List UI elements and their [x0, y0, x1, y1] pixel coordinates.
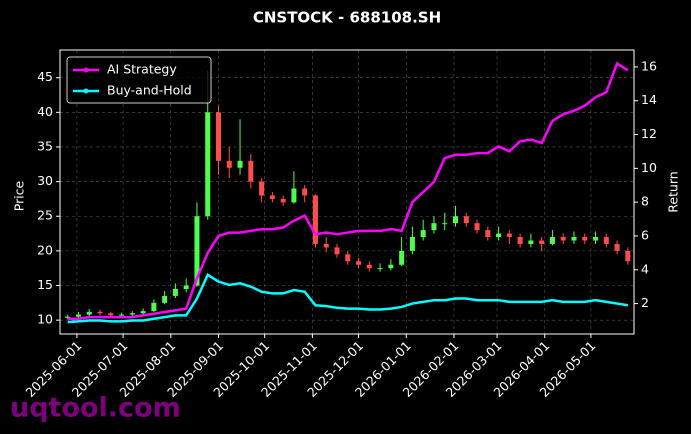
candle-body: [65, 316, 71, 319]
plot-frame: [59, 49, 635, 335]
candle-body: [560, 237, 566, 241]
candle-body: [334, 247, 340, 255]
candle-body: [248, 160, 254, 182]
candle-body: [388, 264, 394, 269]
candle-body: [302, 188, 308, 196]
candle-body: [237, 160, 243, 168]
y-tick-label: 45: [37, 69, 53, 84]
legend-box: [66, 56, 212, 104]
candle-body: [366, 264, 372, 269]
y-tick-label: 35: [37, 138, 53, 153]
candle-body: [151, 302, 157, 312]
y2-tick-label: 14: [641, 92, 657, 107]
candle-body: [108, 313, 114, 316]
y2-tick-label: 4: [641, 261, 649, 276]
y2-tick-label: 2: [641, 295, 649, 310]
legend: AI Strategy Buy-and-Hold: [66, 56, 212, 104]
legend-label: Buy-and-Hold: [107, 83, 192, 98]
candle-body: [517, 237, 523, 244]
candle-body: [205, 112, 211, 217]
candle-body: [280, 198, 286, 203]
y-tick-label: 10: [37, 312, 53, 327]
candle-body: [496, 233, 502, 238]
candle-body: [291, 188, 297, 203]
candle-body: [463, 216, 469, 224]
candle-body: [259, 181, 265, 196]
candle-body: [323, 243, 329, 248]
y-tick-label: 25: [37, 208, 53, 223]
y2-tick-label: 12: [641, 126, 657, 141]
legend-marker: [83, 88, 89, 94]
y2-tick-label: 8: [641, 194, 649, 209]
watermark: uqtool.com: [10, 393, 181, 424]
candle-body: [75, 314, 81, 317]
y-tick-label: 15: [37, 277, 53, 292]
line-series: [67, 61, 629, 321]
candle-body: [140, 311, 146, 314]
chart-title: CNSTOCK - 688108.SH: [253, 9, 441, 27]
candle-body: [571, 237, 577, 241]
candle-body: [528, 240, 534, 244]
candle-body: [269, 195, 275, 199]
candle-body: [399, 250, 405, 265]
candle-body: [593, 237, 599, 241]
candle-body: [194, 216, 200, 286]
candle-body: [172, 288, 178, 296]
candle-body: [345, 254, 351, 262]
candle-body: [420, 230, 426, 238]
candle-body: [603, 237, 609, 244]
candle-body: [119, 314, 125, 316]
candle-body: [162, 295, 168, 303]
y-axis-label: Price: [12, 180, 27, 211]
candle-body: [625, 250, 631, 262]
candle-body: [226, 160, 232, 168]
candle-body: [549, 237, 555, 244]
y-tick-label: 40: [37, 104, 53, 119]
candle-body: [129, 313, 135, 315]
candle-body: [216, 112, 222, 161]
candle-body: [377, 268, 383, 270]
candle-body: [539, 240, 545, 244]
y2-tick-label: 16: [641, 58, 657, 73]
candle-body: [506, 233, 512, 238]
y-tick-label: 30: [37, 173, 53, 188]
candle-body: [312, 195, 318, 244]
candle-body: [431, 223, 437, 231]
y2-tick-label: 10: [641, 160, 657, 175]
legend-label: AI Strategy: [107, 62, 177, 77]
candle-body: [183, 285, 189, 289]
candle-body: [86, 311, 92, 315]
candle-body: [485, 230, 491, 238]
candle-body: [614, 243, 620, 251]
line-series: [67, 273, 629, 324]
candle-body: [442, 223, 448, 225]
candle-body: [452, 216, 458, 224]
y2-tick-label: 6: [641, 227, 649, 242]
legend-marker: [83, 67, 89, 73]
candle-body: [409, 237, 415, 251]
y2-axis-label: Return: [666, 171, 681, 212]
y-tick-label: 20: [37, 242, 53, 257]
candle-body: [474, 223, 480, 231]
candle-body: [356, 261, 362, 265]
candle-body: [582, 237, 588, 241]
candle-body: [97, 311, 103, 314]
